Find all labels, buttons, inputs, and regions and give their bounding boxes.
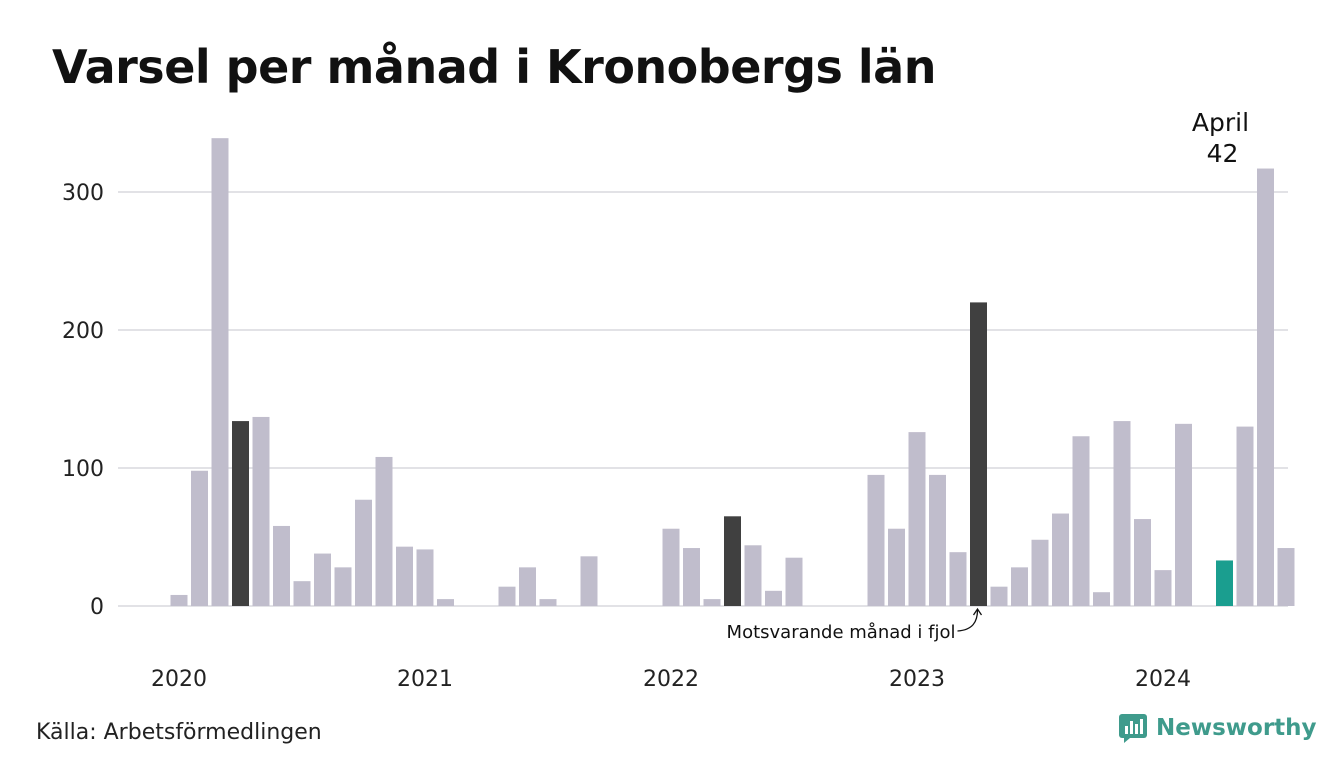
x-tick-label-2022: 2022	[643, 667, 699, 692]
bar-2021-07	[539, 599, 557, 606]
bar-2023-01	[908, 432, 926, 606]
bar-2022-03	[703, 599, 721, 606]
bar-2024-07	[1277, 548, 1295, 606]
newsworthy-logo-icon	[1119, 714, 1147, 743]
bar-2020-11	[375, 456, 393, 606]
bar-2023-04	[970, 302, 987, 606]
bar-2023-12	[1134, 519, 1151, 606]
brand-logo: Newsworthy	[1118, 713, 1317, 743]
bar-2020-01	[170, 594, 188, 606]
x-tick-label-2021: 2021	[397, 667, 453, 692]
bar-2024-02	[1175, 423, 1192, 606]
bar-2023-11	[1113, 421, 1131, 606]
bar-2020-06	[273, 525, 290, 606]
bar-2022-04	[724, 516, 741, 606]
bar-2020-02	[191, 470, 208, 606]
current-month-label: April	[1192, 108, 1249, 137]
x-axis-labels: 2020 2021 2022 2023 2024	[151, 667, 1191, 692]
bar-2023-07	[1031, 539, 1049, 606]
bar-2024-04	[1216, 560, 1233, 606]
bar-2021-05	[498, 586, 516, 606]
annotations: April 42 Motsvarande månad i fjol	[727, 108, 1250, 643]
y-tick-label: 0	[90, 595, 104, 620]
bar-2023-08	[1052, 513, 1069, 606]
bar-2021-01	[416, 549, 434, 606]
bar-2020-12	[396, 546, 413, 606]
bar-2022-02	[683, 548, 700, 606]
bar-2024-06	[1257, 168, 1274, 607]
previous-year-arrow	[957, 609, 979, 632]
current-value-label: 42	[1207, 139, 1239, 168]
bar-2023-06	[1011, 567, 1028, 606]
bar-2020-08	[314, 553, 331, 606]
x-tick-label-2024: 2024	[1135, 667, 1191, 692]
source-label: Källa: Arbetsförmedlingen	[36, 720, 322, 745]
bar-2021-06	[519, 567, 536, 606]
bar-2020-03	[211, 138, 229, 606]
brand-name: Newsworthy	[1156, 715, 1317, 741]
bar-2023-05	[990, 586, 1008, 606]
bar-2023-02	[929, 474, 946, 606]
bar-2021-09	[580, 556, 598, 606]
bars	[170, 138, 1295, 607]
bar-chart: 0 100 200 300 2020 2021 2022 2023 2024 April 42…	[62, 108, 1295, 692]
bar-2024-05	[1236, 426, 1254, 606]
previous-year-arrowhead	[972, 607, 983, 616]
bar-2023-10	[1093, 592, 1110, 606]
bar-2021-02	[437, 599, 454, 606]
bar-2020-10	[355, 499, 372, 606]
y-axis-ticks: 0 100 200 300	[62, 181, 104, 620]
bar-2022-05	[744, 545, 762, 606]
gridlines	[118, 191, 1288, 607]
previous-year-label: Motsvarande månad i fjol	[727, 622, 956, 643]
bar-2022-01	[662, 528, 680, 606]
y-tick-label: 300	[62, 181, 104, 206]
y-tick-label: 100	[62, 457, 104, 482]
bar-2020-05	[252, 416, 270, 606]
bar-2023-03	[949, 552, 967, 606]
chart-title: Varsel per månad i Kronobergs län	[52, 40, 936, 94]
bar-2020-07	[293, 581, 311, 606]
y-tick-label: 200	[62, 319, 104, 344]
bar-2022-11	[867, 474, 885, 606]
bar-2020-04	[232, 421, 249, 606]
bar-2024-01	[1154, 570, 1172, 606]
bar-2022-12	[888, 528, 905, 606]
bar-2023-09	[1072, 436, 1090, 606]
bar-2020-09	[334, 567, 352, 606]
x-tick-label-2020: 2020	[151, 667, 207, 692]
x-tick-label-2023: 2023	[889, 667, 945, 692]
bar-2022-07	[785, 557, 803, 606]
bar-2022-06	[765, 590, 782, 606]
